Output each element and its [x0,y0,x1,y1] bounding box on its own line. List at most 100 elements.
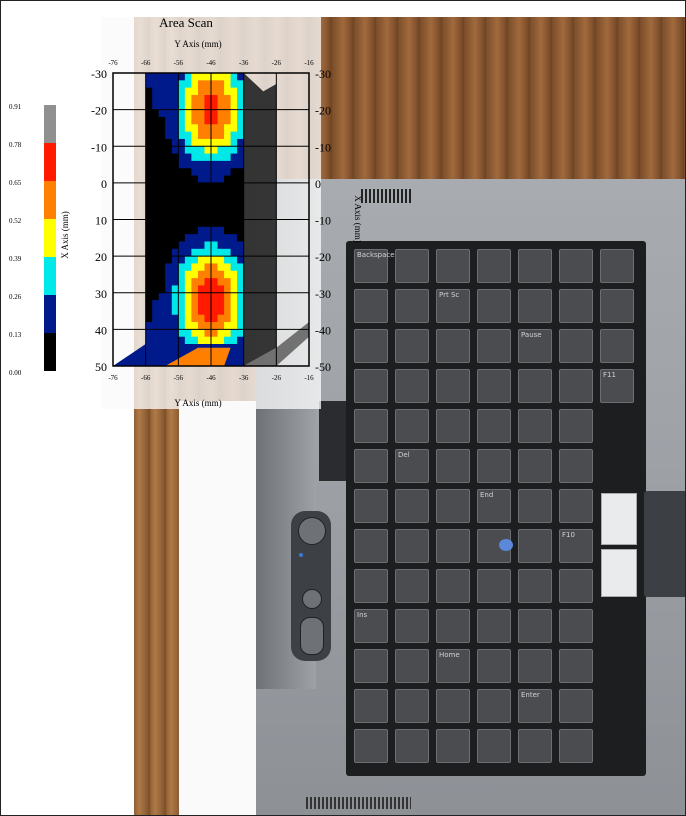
heatmap-cell [145,256,153,264]
keyboard-key [518,489,552,523]
heatmap-cell [224,168,232,177]
keyboard-key [477,569,511,603]
heatmap-cell [184,278,192,286]
heatmap-cell [145,278,153,286]
heatmap-cell [145,153,153,162]
heatmap-cell [171,80,179,89]
x-axis-label-bottom: Y Axis (mm) [174,398,221,408]
heatmap-cell [184,241,192,250]
heatmap-cell [204,94,212,103]
heatmap-cell [145,241,153,250]
heatmap-cell [197,146,205,155]
heatmap-cell [211,263,219,272]
keyboard-key [477,609,511,643]
heatmap-cell [217,285,225,294]
heatmap-cell [191,219,199,228]
heatmap-cell [211,168,219,177]
heatmap-cell [178,87,186,96]
heatmap-cell [197,153,205,162]
heatmap-cell [217,131,225,140]
x-axis-label-top: Y Axis (mm) [174,39,221,49]
heatmap-cell [211,212,219,220]
heatmap-cell [171,182,179,191]
heatmap-cell [171,336,179,345]
heatmap-cell [158,109,166,118]
heatmap-cell [237,94,245,103]
heatmap-cell [158,153,166,162]
heatmap-cell [171,270,179,279]
heatmap-cell [191,292,199,301]
keyboard-key [518,529,552,563]
chart-title: Area Scan [159,15,213,30]
heatmap-cell [237,285,245,294]
x-tick-label-top: -66 [141,59,151,67]
heatmap-cell [224,270,232,279]
heatmap-cell [237,336,245,345]
heatmap-cell [171,322,179,330]
heatmap-cell [224,138,232,147]
heatmap-cell [165,87,173,96]
keyboard-key [436,689,470,723]
heatmap-cell [152,300,160,308]
heatmap-cell [178,80,186,89]
heatmap-cell [211,73,219,81]
heatmap-cell [152,278,160,286]
heatmap-cell [152,131,160,140]
heatmap-cell [204,197,212,206]
heatmap-cell [178,336,186,345]
heatmap-cell [191,270,199,279]
heatmap-cell [165,124,173,133]
y-tick-label-left: 50 [95,360,107,374]
heatmap-cell [217,109,225,118]
heatmap-cell [217,116,225,125]
heatmap-cell [191,329,199,338]
plot-border [112,72,310,367]
heatmap-cell [230,190,238,199]
heatmap-cell [191,278,199,286]
heatmap-cell [145,124,153,133]
heatmap-cell [204,322,212,330]
heatmap-cell [184,322,192,330]
heatmap-cell [152,168,160,177]
heatmap-cell [152,219,160,228]
heatmap-cell [171,94,179,103]
y-tick-label-right: -30 [315,67,331,81]
heatmap-cell [204,80,212,89]
heatmap-cell [191,322,199,330]
heatmap-cell [158,219,166,228]
heatmap-cell [237,300,245,308]
heatmap-cell [224,241,232,250]
heatmap-cell [171,160,179,169]
heatmap-cell [158,94,166,103]
heatmap-cell [230,160,238,169]
heatmap-cell [211,190,219,199]
heatmap-cell [217,263,225,272]
heatmap-cell [171,109,179,118]
heatmap-cell [158,160,166,169]
heatmap-cell [178,204,186,213]
heatmap-cell [191,80,199,89]
keyboard-key [518,729,552,763]
heatmap-cell [230,212,238,220]
heatmap-cell [178,234,186,242]
heatmap-cell [178,146,186,155]
heatmap-cell [191,241,199,250]
heatmap-cell [230,131,238,140]
heatmap-cell [211,109,219,118]
heatmap-cell [152,212,160,220]
heatmap-cell [165,314,173,323]
keyboard-key [436,569,470,603]
heatmap-cell [217,204,225,213]
keyboard-key [559,609,593,643]
heatmap-cell [197,168,205,177]
heatmap-cell [165,146,173,155]
heatmap-cell [145,212,153,220]
heatmap-cell [184,131,192,140]
heatmap-cell [165,248,173,257]
heatmap-cell [191,204,199,213]
heatmap-cell [211,124,219,133]
heatmap-cell [178,300,186,308]
heatmap-cell [217,226,225,235]
heatmap-cell [211,175,219,184]
heatmap-cell [197,314,205,323]
